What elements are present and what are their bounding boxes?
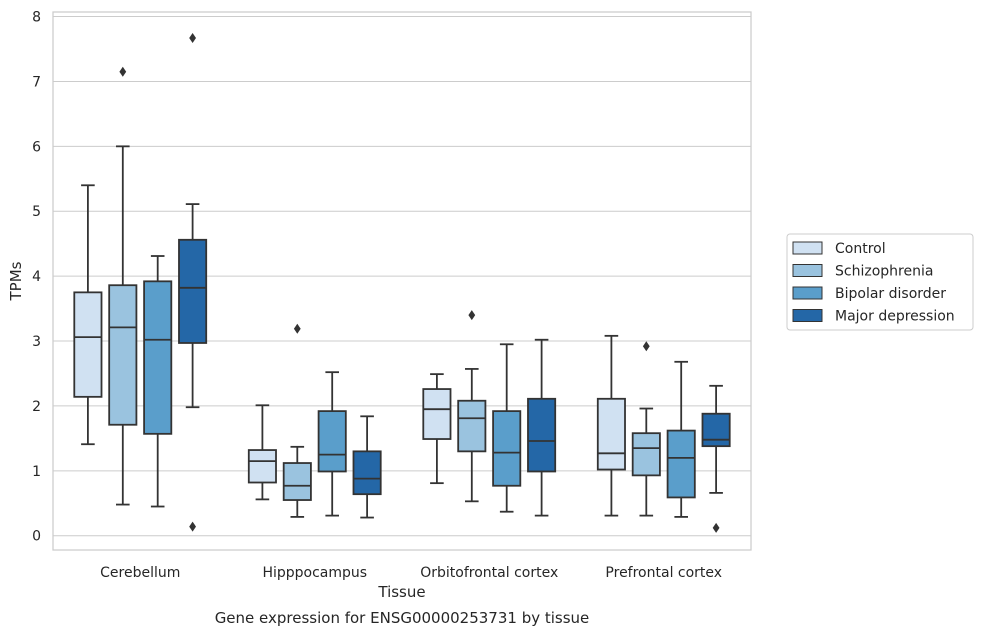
iqr-box <box>422 388 452 440</box>
iqr-box <box>317 410 347 473</box>
y-tick-label: 6 <box>32 139 41 155</box>
outlier-point <box>189 521 196 532</box>
legend-swatch <box>792 241 823 255</box>
x-axis-label: Tissue <box>377 583 425 601</box>
iqr-box <box>631 432 661 477</box>
legend-frame <box>786 233 974 331</box>
box-0-0 <box>73 184 103 446</box>
legend-swatch <box>792 309 823 322</box>
box-0-3 <box>596 334 626 517</box>
iqr-box <box>457 399 487 453</box>
iqr-box <box>143 280 173 435</box>
x-tick-label: Orbitofrontal cortex <box>420 565 558 581</box>
box-3-2 <box>527 338 557 517</box>
iqr-box <box>73 291 103 398</box>
legend-label: Control <box>835 241 886 257</box>
x-tick-labels: Cerebellum Hipppocampus Orbitofrontal cort… <box>100 565 722 581</box>
y-tick-label: 5 <box>32 204 41 220</box>
iqr-box <box>527 397 557 473</box>
box-1-1 <box>282 323 312 518</box>
box-3-3 <box>701 384 731 533</box>
y-tick-label: 2 <box>32 399 41 415</box>
outlier-point <box>119 66 127 77</box>
box-0-2 <box>422 373 452 485</box>
y-tick-label: 0 <box>32 529 41 545</box>
box-2-1 <box>317 371 347 517</box>
y-tick-label: 8 <box>32 10 41 26</box>
box-3-1 <box>352 415 382 519</box>
y-tick-label: 7 <box>32 74 41 90</box>
outlier-point <box>712 522 720 533</box>
iqr-box <box>108 284 138 426</box>
legend-label: Bipolar disorder <box>835 286 946 302</box>
legend-label: Major depression <box>835 309 955 325</box>
box-3-0 <box>178 32 208 532</box>
y-tick-label: 3 <box>32 334 41 350</box>
y-axis-label: TPMs <box>7 261 25 301</box>
figure-caption: Gene expression for ENSG00000253731 by t… <box>215 609 590 627</box>
box-2-3 <box>666 360 696 518</box>
y-tick-labels: 0 1 2 3 4 5 6 7 8 <box>32 10 41 545</box>
iqr-box <box>666 429 696 499</box>
y-tick-label: 1 <box>32 464 41 480</box>
box-1-2 <box>457 310 487 503</box>
iqr-box <box>492 410 522 487</box>
y-tick-label: 4 <box>32 269 41 285</box>
iqr-box <box>282 462 312 501</box>
box-2-2 <box>492 343 522 513</box>
x-tick-label: Prefrontal cortex <box>605 565 722 581</box>
box-groups <box>73 32 731 533</box>
box-1-0 <box>108 66 138 506</box>
iqr-box <box>596 397 626 471</box>
legend-swatch <box>792 264 823 277</box>
legend: Control Schizophrenia Bipolar disorder Majo… <box>786 233 974 331</box>
legend-swatch <box>792 286 823 300</box>
box-0-1 <box>247 404 277 501</box>
outlier-point <box>293 323 301 334</box>
box-1-3 <box>631 341 661 517</box>
iqr-box <box>247 449 277 484</box>
outlier-point <box>642 341 650 352</box>
box-2-0 <box>143 255 173 508</box>
outlier-point <box>189 32 196 43</box>
plot-frame <box>52 11 752 551</box>
iqr-box <box>701 412 731 448</box>
x-tick-label: Cerebellum <box>100 565 180 581</box>
iqr-box <box>352 450 382 496</box>
iqr-box <box>178 238 208 344</box>
legend-label: Schizophrenia <box>835 264 933 280</box>
x-tick-label: Hipppocampus <box>262 565 367 581</box>
outlier-point <box>468 310 476 321</box>
